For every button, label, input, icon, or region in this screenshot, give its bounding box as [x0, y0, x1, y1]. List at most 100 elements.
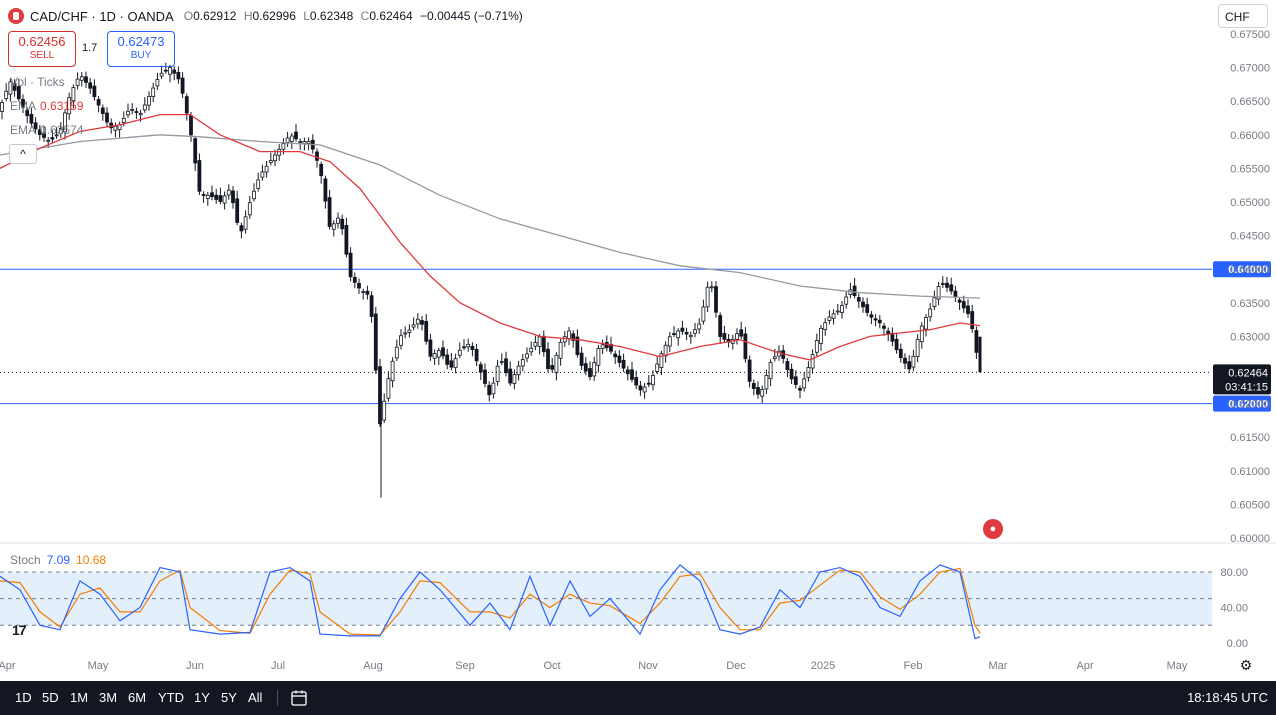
currency-selector[interactable]: CHF	[1218, 4, 1268, 28]
price-tick-label: 0.67000	[1230, 63, 1270, 75]
candle-body	[411, 324, 416, 328]
candle-body	[294, 131, 298, 140]
candle-body	[911, 355, 916, 368]
level-price-label: 0.62000	[1228, 399, 1268, 411]
tf-1m-button[interactable]: 1M	[70, 690, 89, 705]
candle-body	[42, 132, 46, 138]
candle-body	[907, 361, 912, 370]
tf-3m-button[interactable]: 3M	[99, 690, 118, 705]
sell-price: 0.62456	[18, 34, 66, 49]
candle-body	[327, 197, 332, 227]
stoch-d-line	[0, 567, 981, 636]
tf-1y-button[interactable]: 1Y	[194, 690, 210, 705]
tf-ytd-button[interactable]: YTD	[158, 690, 184, 705]
candle-body	[579, 352, 584, 366]
tf-1d-button[interactable]: 1D	[15, 690, 32, 705]
candle-body	[646, 382, 651, 385]
candle-body	[63, 112, 67, 133]
symbol-header: CAD/CHF · 1D · OANDA O0.62912 H0.62996 L…	[8, 6, 523, 26]
candle-body	[940, 283, 945, 285]
price-tick-label: 0.60500	[1230, 499, 1270, 511]
time-tick-label: Apr	[0, 660, 16, 672]
tradingview-logo[interactable]: 17	[12, 622, 27, 638]
settings-gear-icon[interactable]: ⚙	[1239, 657, 1253, 673]
tf-5d-button[interactable]: 5D	[42, 690, 59, 705]
candle-body	[949, 284, 954, 292]
bottom-toolbar: 1D 5D 1M 3M 6M YTD 1Y 5Y All 18:18:45 UT…	[0, 681, 1276, 715]
candle-body	[399, 335, 403, 346]
stoch-tick-label: 80.00	[1220, 567, 1248, 579]
candle-body	[714, 286, 718, 313]
candle-body	[600, 344, 605, 349]
time-tick-label: Aug	[363, 660, 383, 672]
buy-label: BUY	[130, 50, 152, 61]
sell-label: SELL	[29, 50, 55, 61]
candle-body	[483, 369, 487, 384]
candle-body	[583, 363, 588, 372]
candle-body	[357, 282, 361, 289]
symbol-title[interactable]: CAD/CHF · 1D · OANDA	[30, 8, 174, 24]
candle-body	[386, 378, 391, 399]
candle-body	[663, 344, 668, 357]
indicator-ema-fast[interactable]: EMA 0.63159	[10, 99, 84, 113]
candle-body	[54, 134, 59, 137]
candle-body	[487, 384, 492, 396]
candle-body	[390, 360, 395, 382]
tf-5y-button[interactable]: 5Y	[221, 690, 237, 705]
candle-body	[378, 366, 382, 425]
candle-body	[676, 330, 681, 339]
price-chart[interactable]: 0.64000 0.62000 0.67500 0.67000 0.66500 0.66…	[0, 0, 1276, 681]
candle-body	[915, 338, 920, 357]
candle-body	[537, 336, 542, 347]
candle-body	[369, 295, 374, 317]
candle-body	[285, 137, 290, 143]
buy-button[interactable]: 0.62473 BUY	[107, 31, 175, 67]
candle-body	[50, 137, 55, 140]
level-price-tag	[1213, 395, 1271, 412]
candle-body	[25, 110, 30, 117]
candle-body	[84, 76, 88, 83]
candle-body	[562, 336, 567, 343]
utc-clock: 18:18:45 UTC	[1187, 690, 1268, 705]
candle-body	[802, 378, 807, 389]
time-tick-label: Dec	[726, 660, 746, 672]
candle-body	[222, 195, 227, 204]
indicator-ema-slow[interactable]: EMA 0.63574	[10, 123, 84, 137]
candle-body	[541, 335, 546, 353]
candle-body	[798, 387, 802, 391]
candle-body	[978, 336, 982, 373]
tf-all-button[interactable]: All	[248, 690, 263, 705]
candle-body	[739, 329, 744, 337]
candle-body	[709, 286, 714, 289]
indicator-volume[interactable]: Vol · Ticks	[10, 75, 65, 89]
stoch-legend[interactable]: Stoch 7.09 10.68	[10, 553, 107, 567]
time-tick-label: Feb	[904, 660, 923, 672]
candle-body	[705, 286, 710, 308]
candle-body	[470, 345, 475, 350]
price-tick-label: 0.66000	[1230, 130, 1270, 142]
candle-body	[113, 125, 118, 131]
candle-body	[428, 339, 433, 357]
candle-body	[504, 358, 508, 374]
candle-body	[886, 330, 891, 335]
sell-button[interactable]: 0.62456 SELL	[8, 31, 76, 67]
candle-body	[79, 76, 84, 81]
horizontal-levels: 0.64000 0.62000	[0, 261, 1271, 412]
collapse-indicators-button[interactable]: ^	[9, 144, 37, 164]
candle-body	[898, 348, 903, 359]
date-range-calendar-icon[interactable]	[290, 689, 308, 707]
candle-body	[840, 305, 844, 313]
candle-body	[151, 87, 156, 98]
candle-body	[651, 374, 655, 386]
candle-body	[869, 314, 874, 318]
candle-body	[21, 99, 25, 108]
candle-body	[474, 349, 479, 362]
tf-6m-button[interactable]: 6M	[128, 690, 147, 705]
candle-body	[4, 90, 9, 99]
candle-body	[894, 338, 899, 351]
canada-event-flag-icon[interactable]: ●	[983, 519, 1003, 539]
candle-body	[932, 297, 937, 307]
candle-body	[407, 329, 412, 333]
candle-body	[550, 365, 555, 370]
time-axis: Apr May Jun Jul Aug Sep Oct Nov Dec 2025 Feb Mar Apr…	[0, 660, 1188, 672]
